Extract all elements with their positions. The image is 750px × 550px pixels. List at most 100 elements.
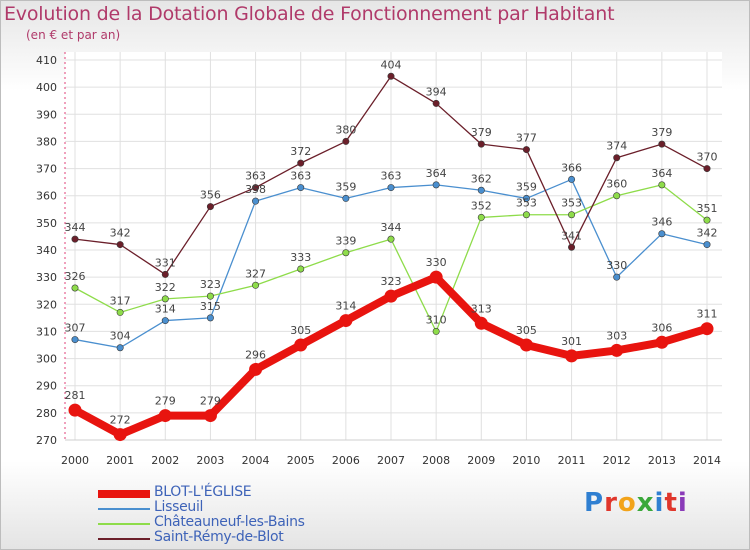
series-2-point <box>252 281 260 289</box>
data-label: 339 <box>335 235 356 248</box>
series-3-point <box>477 140 485 148</box>
y-tick-label: 370 <box>36 163 57 176</box>
series-2-point <box>161 295 169 303</box>
series-1-point <box>297 184 305 192</box>
legend-swatch-chateauneuf <box>98 523 150 525</box>
series-0-point <box>384 289 398 303</box>
logo-letter: o <box>617 488 637 518</box>
legend-label-saint-remy: Saint-Rémy-de-Blot <box>154 529 284 545</box>
y-tick-label: 310 <box>36 325 57 338</box>
series-0-point <box>700 322 714 336</box>
series-1-point <box>703 241 711 249</box>
data-label: 360 <box>606 178 627 191</box>
series-1-point <box>206 314 214 322</box>
legend-label-lisseuil: Lisseuil <box>154 499 204 515</box>
series-0-point <box>113 428 127 442</box>
series-0-point <box>339 314 353 328</box>
data-label: 358 <box>245 183 266 196</box>
data-label: 359 <box>335 180 356 193</box>
data-label: 281 <box>65 389 86 402</box>
y-tick-label: 300 <box>36 353 57 366</box>
series-1-point <box>568 175 576 183</box>
series-3-point <box>161 270 169 278</box>
y-tick-label: 360 <box>36 190 57 203</box>
series-2-point <box>432 327 440 335</box>
x-tick-label: 2001 <box>106 454 134 467</box>
x-tick-label: 2004 <box>242 454 270 467</box>
data-label: 363 <box>245 170 266 183</box>
logo-letter: i <box>677 488 688 518</box>
x-tick-label: 2013 <box>648 454 676 467</box>
series-2-point <box>658 181 666 189</box>
series-2-point <box>206 292 214 300</box>
data-label: 372 <box>290 145 311 158</box>
series-0-point <box>429 270 443 284</box>
data-label: 359 <box>516 180 537 193</box>
series-3-point <box>297 159 305 167</box>
legend-swatch-lisseuil <box>98 508 150 510</box>
series-2-point <box>297 265 305 273</box>
series-1-point <box>161 317 169 325</box>
series-1-point <box>432 181 440 189</box>
series-2-point <box>71 284 79 292</box>
x-tick-label: 2012 <box>603 454 631 467</box>
series-1-point <box>613 273 621 281</box>
series-2-point <box>522 211 530 219</box>
series-1-point <box>658 230 666 238</box>
data-label: 317 <box>110 294 131 307</box>
data-label: 330 <box>606 259 627 272</box>
x-tick-label: 2011 <box>558 454 586 467</box>
data-label: 323 <box>381 275 402 288</box>
y-tick-label: 290 <box>36 380 57 393</box>
data-label: 333 <box>290 251 311 264</box>
data-label: 344 <box>381 221 402 234</box>
series-3-point <box>252 184 260 192</box>
data-label: 301 <box>561 335 582 348</box>
x-tick-label: 2009 <box>467 454 495 467</box>
series-3-point <box>206 203 214 211</box>
series-3-point <box>71 235 79 243</box>
series-0-point <box>158 409 172 423</box>
data-label: 363 <box>290 170 311 183</box>
data-label: 346 <box>651 216 672 229</box>
data-label: 305 <box>290 324 311 337</box>
series-layer <box>68 72 714 442</box>
data-label: 353 <box>516 197 537 210</box>
series-2-point <box>342 249 350 257</box>
series-3-point <box>387 72 395 80</box>
series-2-point <box>477 213 485 221</box>
logo-letter: P <box>584 488 605 518</box>
data-label: 364 <box>426 167 447 180</box>
series-1-point <box>252 197 260 205</box>
series-3-point <box>342 137 350 145</box>
series-0-point <box>519 338 533 352</box>
data-label: 327 <box>245 267 266 280</box>
chart-title: Evolution de la Dotation Globale de Fonc… <box>4 3 615 25</box>
series-2-point <box>703 216 711 224</box>
data-label: 279 <box>200 395 221 408</box>
data-label: 379 <box>651 126 672 139</box>
series-1-point <box>71 336 79 344</box>
series-0-point <box>474 316 488 330</box>
series-0-point <box>565 349 579 363</box>
plot-background <box>65 52 722 440</box>
data-label: 314 <box>155 303 176 316</box>
data-label: 377 <box>516 132 537 145</box>
data-label: 305 <box>516 324 537 337</box>
data-label: 314 <box>335 300 356 313</box>
data-label: 344 <box>65 221 86 234</box>
data-label: 279 <box>155 395 176 408</box>
y-tick-label: 340 <box>36 244 57 257</box>
legend-swatch-blot <box>98 490 150 498</box>
x-tick-label: 2005 <box>287 454 315 467</box>
data-label: 353 <box>561 197 582 210</box>
data-label: 307 <box>65 322 86 335</box>
x-tick-label: 2003 <box>196 454 224 467</box>
series-3-point <box>568 243 576 251</box>
legend-label-blot: BLOT-L'ÉGLISE <box>154 484 252 500</box>
series-0-point <box>655 335 669 349</box>
x-tick-label: 2006 <box>332 454 360 467</box>
data-label-layer: 281 272 279 279 296 305 314 323 330 313 305 301 303 3… <box>65 58 718 426</box>
y-tick-label: 330 <box>36 271 57 284</box>
